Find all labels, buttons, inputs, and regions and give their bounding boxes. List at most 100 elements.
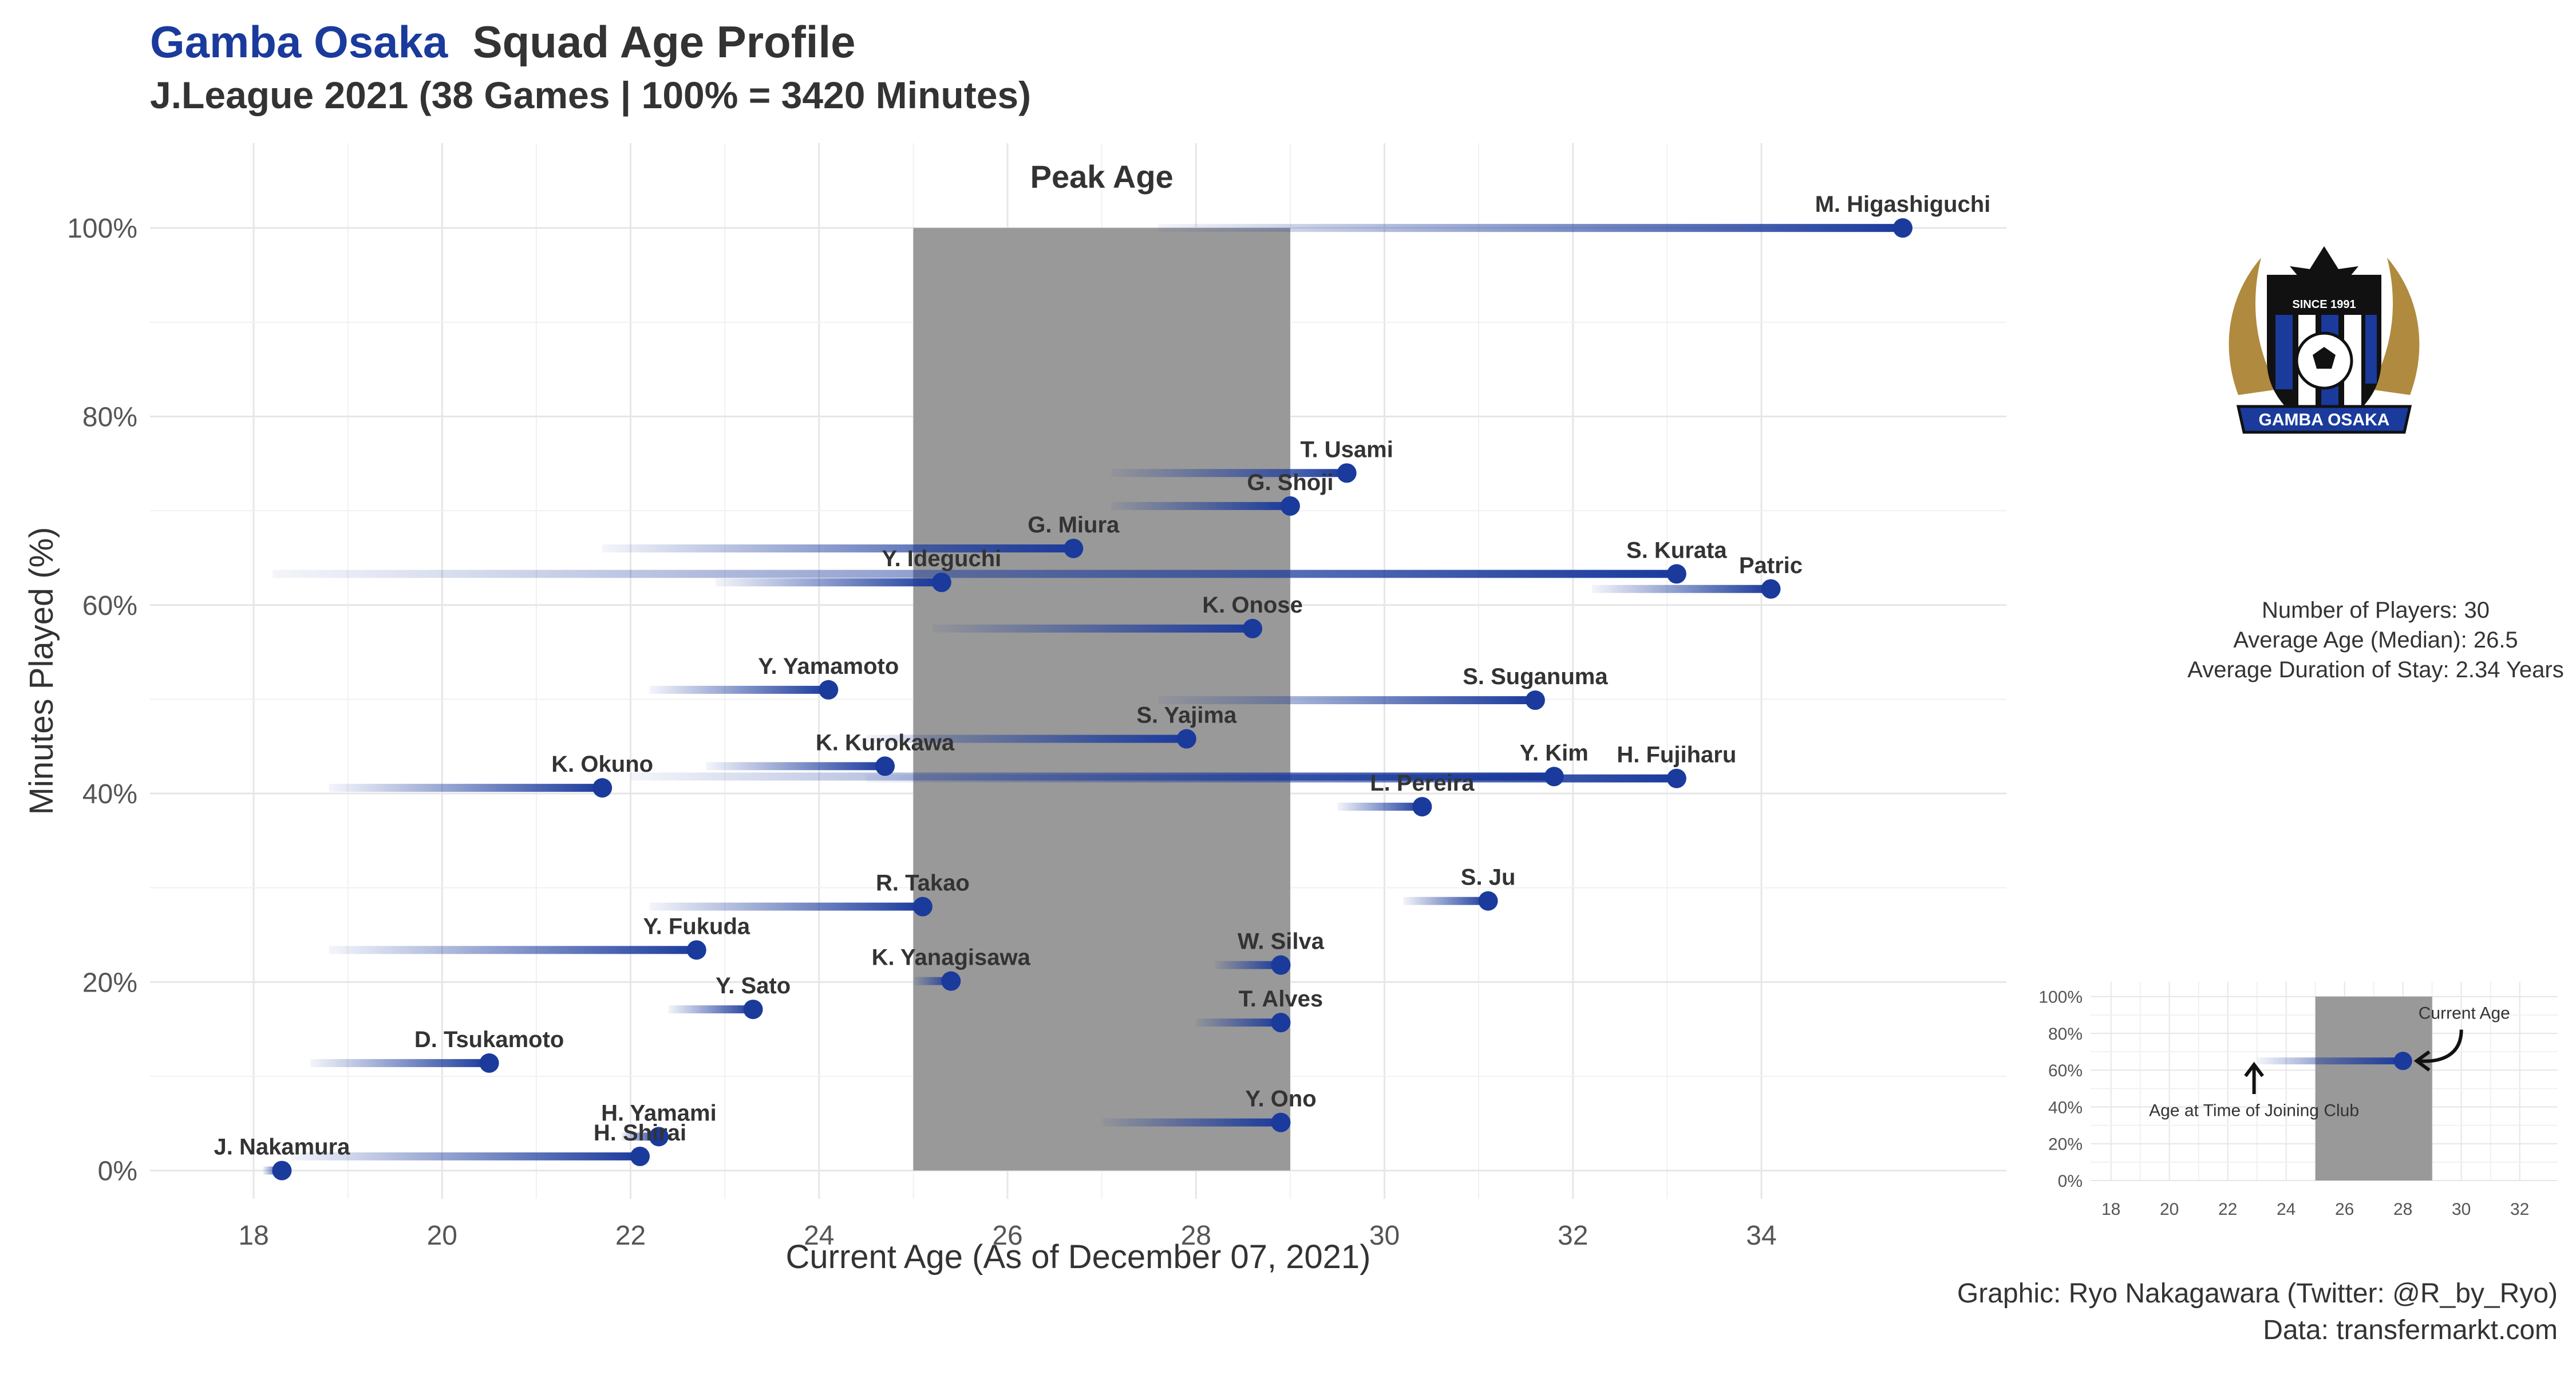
player-point: [1243, 618, 1263, 638]
x-axis-title: Current Age (As of December 07, 2021): [786, 1238, 1371, 1276]
player-label: H. Shirai: [594, 1120, 686, 1146]
player-point: [912, 897, 933, 917]
tenure-segment: [1158, 696, 1535, 705]
player-point: [1271, 1112, 1291, 1132]
player-point: [1176, 729, 1196, 749]
tenure-segment: [649, 902, 923, 911]
tenure-segment: [1101, 1118, 1281, 1127]
player-label: K. Okuno: [551, 752, 653, 777]
player-point: [1271, 955, 1291, 975]
player-label: S. Yajima: [1136, 703, 1237, 728]
player-label: Y. Ideguchi: [882, 546, 1001, 571]
legend-tenure-segment: [2257, 1057, 2403, 1065]
y-axis-title: Minutes Played (%): [23, 527, 60, 815]
player-label: Patric: [1739, 553, 1803, 578]
legend-x-tick-label: 30: [2452, 1200, 2471, 1219]
tenure-segments: [263, 224, 1903, 1175]
player-point: [1064, 538, 1084, 558]
tenure-segment: [932, 624, 1253, 633]
player-point: [1478, 891, 1498, 911]
legend-current-age-arrowhead: [2413, 1050, 2431, 1072]
y-tick-label: 40%: [82, 779, 137, 810]
player-label: L. Pereira: [1370, 771, 1475, 796]
legend-chart: 18 20 22 24 26 28 30 32 0% 20% 40% 60% 80% 100% Curren…: [2038, 982, 2558, 1219]
x-tick-label: 28: [1181, 1221, 1211, 1251]
tenure-segment: [272, 570, 1677, 578]
player-point: [630, 1146, 650, 1166]
player-point: [1337, 463, 1357, 483]
legend-x-tick-label: 24: [2277, 1200, 2296, 1219]
y-tick-label: 60%: [82, 591, 137, 621]
x-tick-label: 34: [1746, 1221, 1776, 1251]
player-label: Y. Ono: [1245, 1087, 1316, 1112]
tenure-segment: [1591, 585, 1771, 593]
tenure-segment: [1111, 502, 1290, 510]
tenure-segment: [329, 784, 603, 792]
y-tick-label: 80%: [82, 402, 137, 432]
player-label: K. Onose: [1202, 593, 1303, 618]
player-label: Y. Kim: [1520, 740, 1589, 765]
caption-graphic: Graphic: Ryo Nakagawara (Twitter: @R_by_…: [1957, 1278, 2558, 1309]
tenure-segment: [1215, 961, 1281, 969]
player-point: [931, 572, 951, 593]
player-label: R. Takao: [876, 871, 970, 896]
tenure-segment: [866, 735, 1187, 743]
x-tick-label: 24: [804, 1221, 834, 1251]
tenure-segment: [1111, 469, 1347, 477]
player-label: H. Yamami: [601, 1100, 717, 1126]
x-tick-label: 22: [615, 1221, 646, 1251]
main-axes: 18 20 22 24 26 28 30 32 34 0% 20% 40% 60% 80% 100% Curr…: [23, 214, 1777, 1276]
player-label: G. Miura: [1028, 512, 1120, 538]
y-tick-label: 0%: [98, 1156, 137, 1187]
tenure-segment: [310, 1059, 489, 1067]
legend-y-tick-label: 40%: [2048, 1098, 2083, 1117]
legend-peak-age-rect: [2315, 996, 2432, 1180]
player-label: M. Higashiguchi: [1815, 192, 1991, 217]
crest-since-text: SINCE 1991: [2292, 298, 2356, 311]
legend-current-age-label: Current Age: [2419, 1004, 2510, 1022]
peak-age-label: Peak Age: [1030, 159, 1174, 195]
player-point: [1412, 797, 1432, 817]
x-tick-label: 18: [238, 1221, 268, 1251]
player-point: [1666, 768, 1686, 788]
legend-x-tick-label: 26: [2335, 1200, 2354, 1219]
tenure-segment: [866, 774, 1677, 783]
legend-player-point: [2393, 1052, 2412, 1071]
title-rest: Squad Age Profile: [472, 17, 856, 67]
player-point: [272, 1160, 292, 1180]
player-label: G. Shoji: [1247, 470, 1333, 495]
chart-title: Gamba Osaka Squad Age Profile: [150, 16, 856, 68]
player-point: [875, 756, 895, 776]
player-point: [1280, 496, 1300, 516]
legend-y-tick-label: 0%: [2058, 1172, 2083, 1191]
gamba-osaka-crest-logo: SINCE 1991 GAMBA OSAKA: [2229, 246, 2420, 434]
player-label: Y. Fukuda: [643, 914, 750, 939]
player-point: [1544, 767, 1564, 787]
legend-x-tick-label: 20: [2160, 1200, 2179, 1219]
caption: Graphic: Ryo Nakagawara (Twitter: @R_by_…: [1957, 1276, 2558, 1349]
player-label: S. Ju: [1461, 865, 1516, 890]
player-point: [1666, 564, 1686, 584]
crest-banner-text: GAMBA OSAKA: [2259, 410, 2390, 429]
tenure-segment: [291, 1152, 641, 1160]
player-point: [941, 971, 961, 991]
player-point: [1893, 218, 1913, 238]
legend-join-age-arrowhead: [2244, 1061, 2264, 1077]
legend-x-tick-label: 22: [2218, 1200, 2237, 1219]
player-point: [479, 1053, 499, 1073]
stat-median-age: Average Age (Median): 26.5: [2233, 627, 2518, 653]
player-label: J. Nakamura: [214, 1135, 351, 1160]
player-point: [1761, 579, 1781, 599]
x-tick-label: 30: [1369, 1221, 1400, 1251]
legend-y-tick-label: 80%: [2048, 1025, 2083, 1044]
player-point: [1271, 1013, 1291, 1033]
player-label: S. Kurata: [1626, 538, 1727, 563]
tenure-segment: [329, 946, 697, 954]
legend-x-tick-label: 28: [2393, 1200, 2412, 1219]
player-label: W. Silva: [1238, 929, 1325, 954]
tenure-segment: [706, 762, 886, 771]
player-point: [743, 1000, 763, 1020]
legend-join-age-label: Age at Time of Joining Club: [2149, 1101, 2359, 1120]
player-label: Y. Sato: [716, 973, 791, 998]
